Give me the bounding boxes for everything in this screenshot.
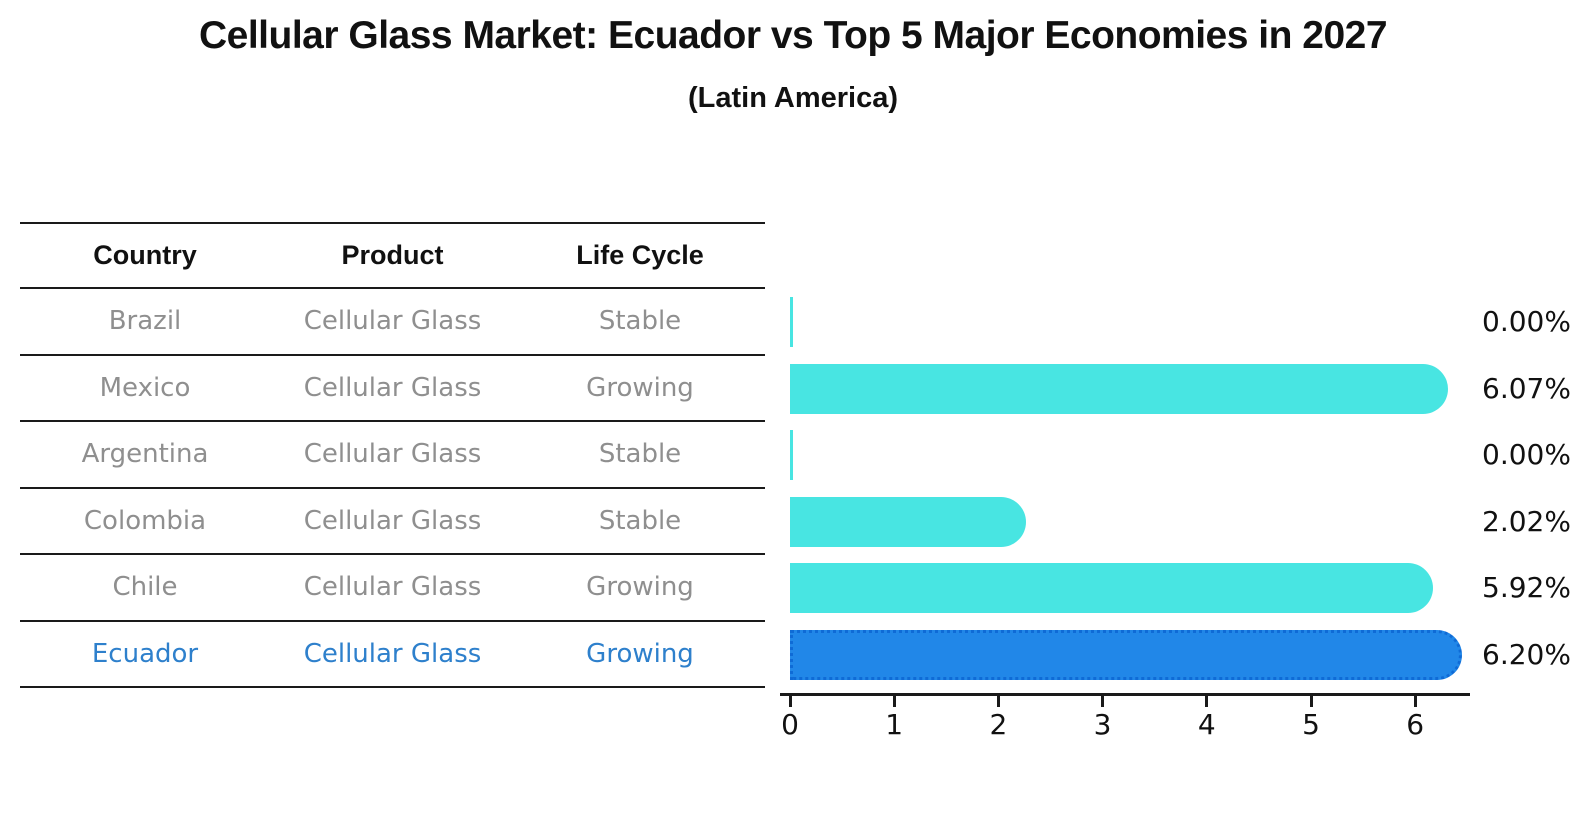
cell-product: Cellular Glass [303,306,482,337]
bar-value-label: 6.07% [1482,371,1571,405]
column-header-lifecycle: Life Cycle [576,240,704,270]
x-axis-tick-label: 2 [989,708,1008,741]
column-header-country: Country [93,240,197,270]
cell-country: Argentina [81,439,209,470]
bar-row-ecuador [790,622,1490,689]
cell-country: Mexico [99,372,191,403]
bar-argentina [790,430,793,480]
x-axis-tick [996,696,1000,707]
cell-lifecycle: Stable [598,505,682,536]
bar-colombia [790,496,1027,547]
bar-row-colombia [790,489,1490,556]
bar-value-label: 0.00% [1482,438,1571,471]
cell-product: Cellular Glass [303,439,482,470]
cell-lifecycle: Growing [586,572,694,603]
bar-row-chile [790,555,1490,622]
cell-product: Cellular Glass [303,505,482,536]
column-header-product: Product [341,240,444,270]
table-row-brazil: Brazil Cellular Glass Stable [20,289,765,356]
x-axis-tick-label: 6 [1406,708,1425,741]
data-table: Country Product Life Cycle Brazil Cellul… [20,222,765,688]
bar-row-argentina [790,422,1490,489]
cell-country: Brazil [108,306,182,337]
bar-brazil [790,297,793,347]
cell-lifecycle: Stable [598,306,682,337]
x-axis-tick [788,696,792,707]
table-row-chile: Chile Cellular Glass Growing [20,555,765,622]
bar-chile [790,563,1433,613]
bar-value-label: 6.20% [1482,637,1571,671]
cell-country: Ecuador [91,638,199,669]
table-header-row: Country Product Life Cycle [20,222,765,289]
bar-row-brazil [790,289,1490,356]
bar-row-mexico [790,356,1490,423]
x-axis-tick-label: 5 [1302,708,1320,741]
bar-value-label: 5.92% [1482,571,1571,604]
cell-lifecycle: Growing [586,372,694,403]
table-row-mexico: Mexico Cellular Glass Growing [20,356,765,422]
cell-lifecycle: Stable [598,439,682,470]
chart-subtitle: (Latin America) [687,82,899,114]
cell-country: Chile [112,572,178,603]
x-axis-line [780,693,1470,696]
cell-country: Colombia [83,505,207,536]
x-axis-tick [892,696,896,707]
cell-lifecycle: Growing [586,638,694,669]
x-axis-tick-label: 3 [1093,708,1112,741]
table-row-ecuador: Ecuador Cellular Glass Growing [20,622,765,688]
bar-value-label: 0.00% [1482,305,1571,338]
cell-product: Cellular Glass [303,572,482,603]
x-axis-tick-label: 4 [1197,708,1216,741]
chart-title: Cellular Glass Market: Ecuador vs Top 5 … [198,14,1388,57]
table-row-colombia: Colombia Cellular Glass Stable [20,489,765,555]
x-axis-tick [1101,696,1105,707]
cell-product: Cellular Glass [303,638,482,669]
x-axis-tick [1413,696,1417,707]
cell-product: Cellular Glass [303,372,482,403]
bar-value-label: 2.02% [1482,504,1571,538]
bar-chart-area [790,289,1490,689]
bar-ecuador [790,629,1463,680]
x-axis-tick [1205,696,1209,707]
x-axis-tick [1309,696,1313,707]
x-axis-tick-label: 1 [885,708,904,741]
x-axis-tick-label: 0 [781,708,799,741]
bar-mexico [790,363,1449,414]
table-row-argentina: Argentina Cellular Glass Stable [20,422,765,489]
